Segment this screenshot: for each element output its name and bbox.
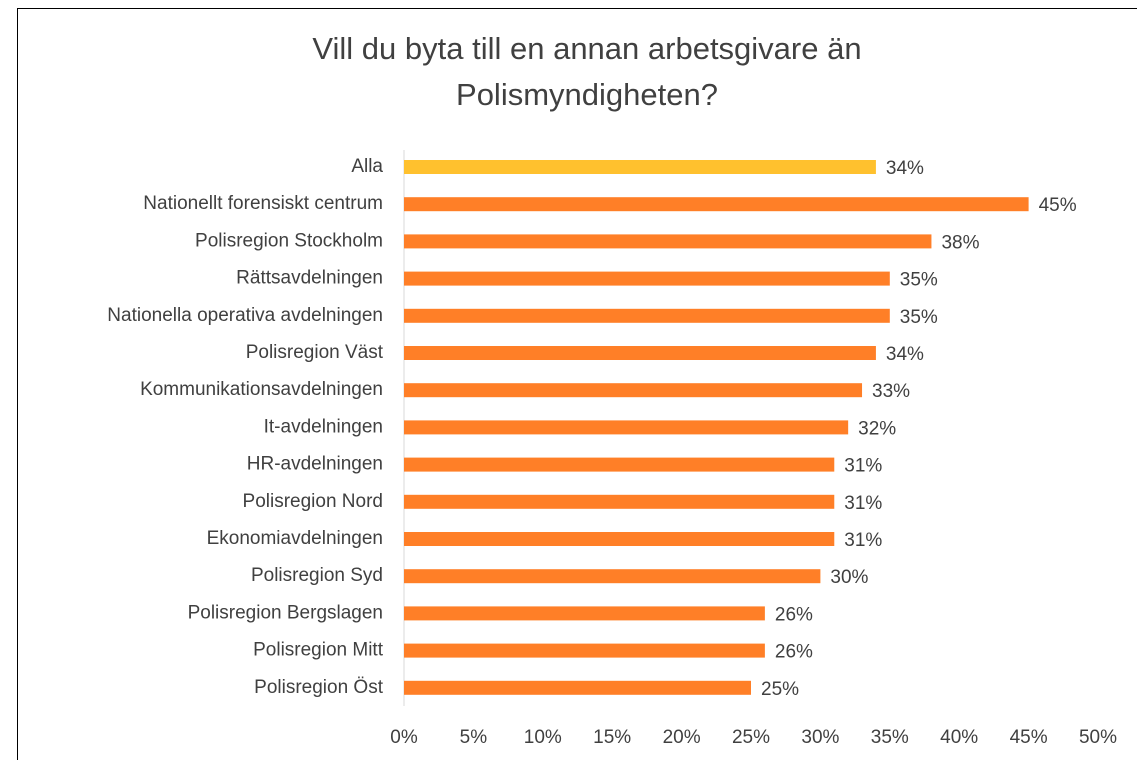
bar [404,606,765,621]
bar [404,494,835,509]
bar [404,308,890,323]
y-tick-label: Nationellt forensiskt centrum [143,193,383,214]
value-label: 34% [886,344,924,365]
y-tick-label: Polisregion Mitt [253,640,384,661]
bar [404,457,835,472]
value-label: 33% [872,381,910,402]
y-tick-label: Nationella operativa avdelningen [107,305,383,326]
x-tick-label: 25% [732,727,770,748]
value-label: 30% [830,567,868,588]
y-tick-label: Polisregion Väst [246,342,384,363]
x-tick-label: 40% [940,727,978,748]
value-label: 31% [844,493,882,514]
x-tick-label: 10% [524,727,562,748]
bar [404,420,849,435]
chart-title: Vill du byta till en annan arbetsgivare … [312,31,862,112]
y-tick-label: Polisregion Bergslagen [188,602,383,623]
y-tick-label: HR-avdelningen [247,454,383,475]
bar [404,234,932,249]
y-tick-label: Polisregion Syd [251,565,383,586]
bar [404,160,876,174]
value-label: 38% [941,232,979,253]
value-label: 31% [844,530,882,551]
bar [404,346,876,360]
y-tick-label: Rättsavdelningen [236,268,383,289]
value-label: 26% [775,642,813,663]
x-tick-label: 5% [460,727,488,748]
value-label: 35% [900,270,938,291]
x-tick-label: 50% [1079,727,1117,748]
x-tick-label: 45% [1010,727,1048,748]
value-label: 25% [761,679,799,700]
bar [404,271,890,286]
bar [404,569,821,584]
y-tick-label: Polisregion Öst [254,677,384,698]
y-tick-label: Kommunikationsavdelningen [140,379,383,400]
y-tick-label: It-avdelningen [264,416,383,437]
y-tick-label: Polisregion Stockholm [195,230,383,251]
x-tick-label: 20% [663,727,701,748]
x-tick-label: 30% [801,727,839,748]
chart-border [17,8,1137,760]
value-label: 32% [858,418,896,439]
x-tick-label: 15% [593,727,631,748]
y-tick-label: Alla [351,156,383,177]
bar [404,643,765,658]
bar [404,680,751,695]
value-label: 31% [844,456,882,477]
bar [404,383,863,398]
value-label: 26% [775,604,813,625]
y-tick-label: Ekonomiavdelningen [207,528,383,549]
y-tick-label: Polisregion Nord [243,491,383,512]
bar [404,197,1029,212]
value-label: 34% [886,158,924,179]
x-tick-label: 0% [390,727,418,748]
value-label: 35% [900,307,938,328]
bar [404,532,835,546]
x-tick-label: 35% [871,727,909,748]
value-label: 45% [1039,195,1077,216]
